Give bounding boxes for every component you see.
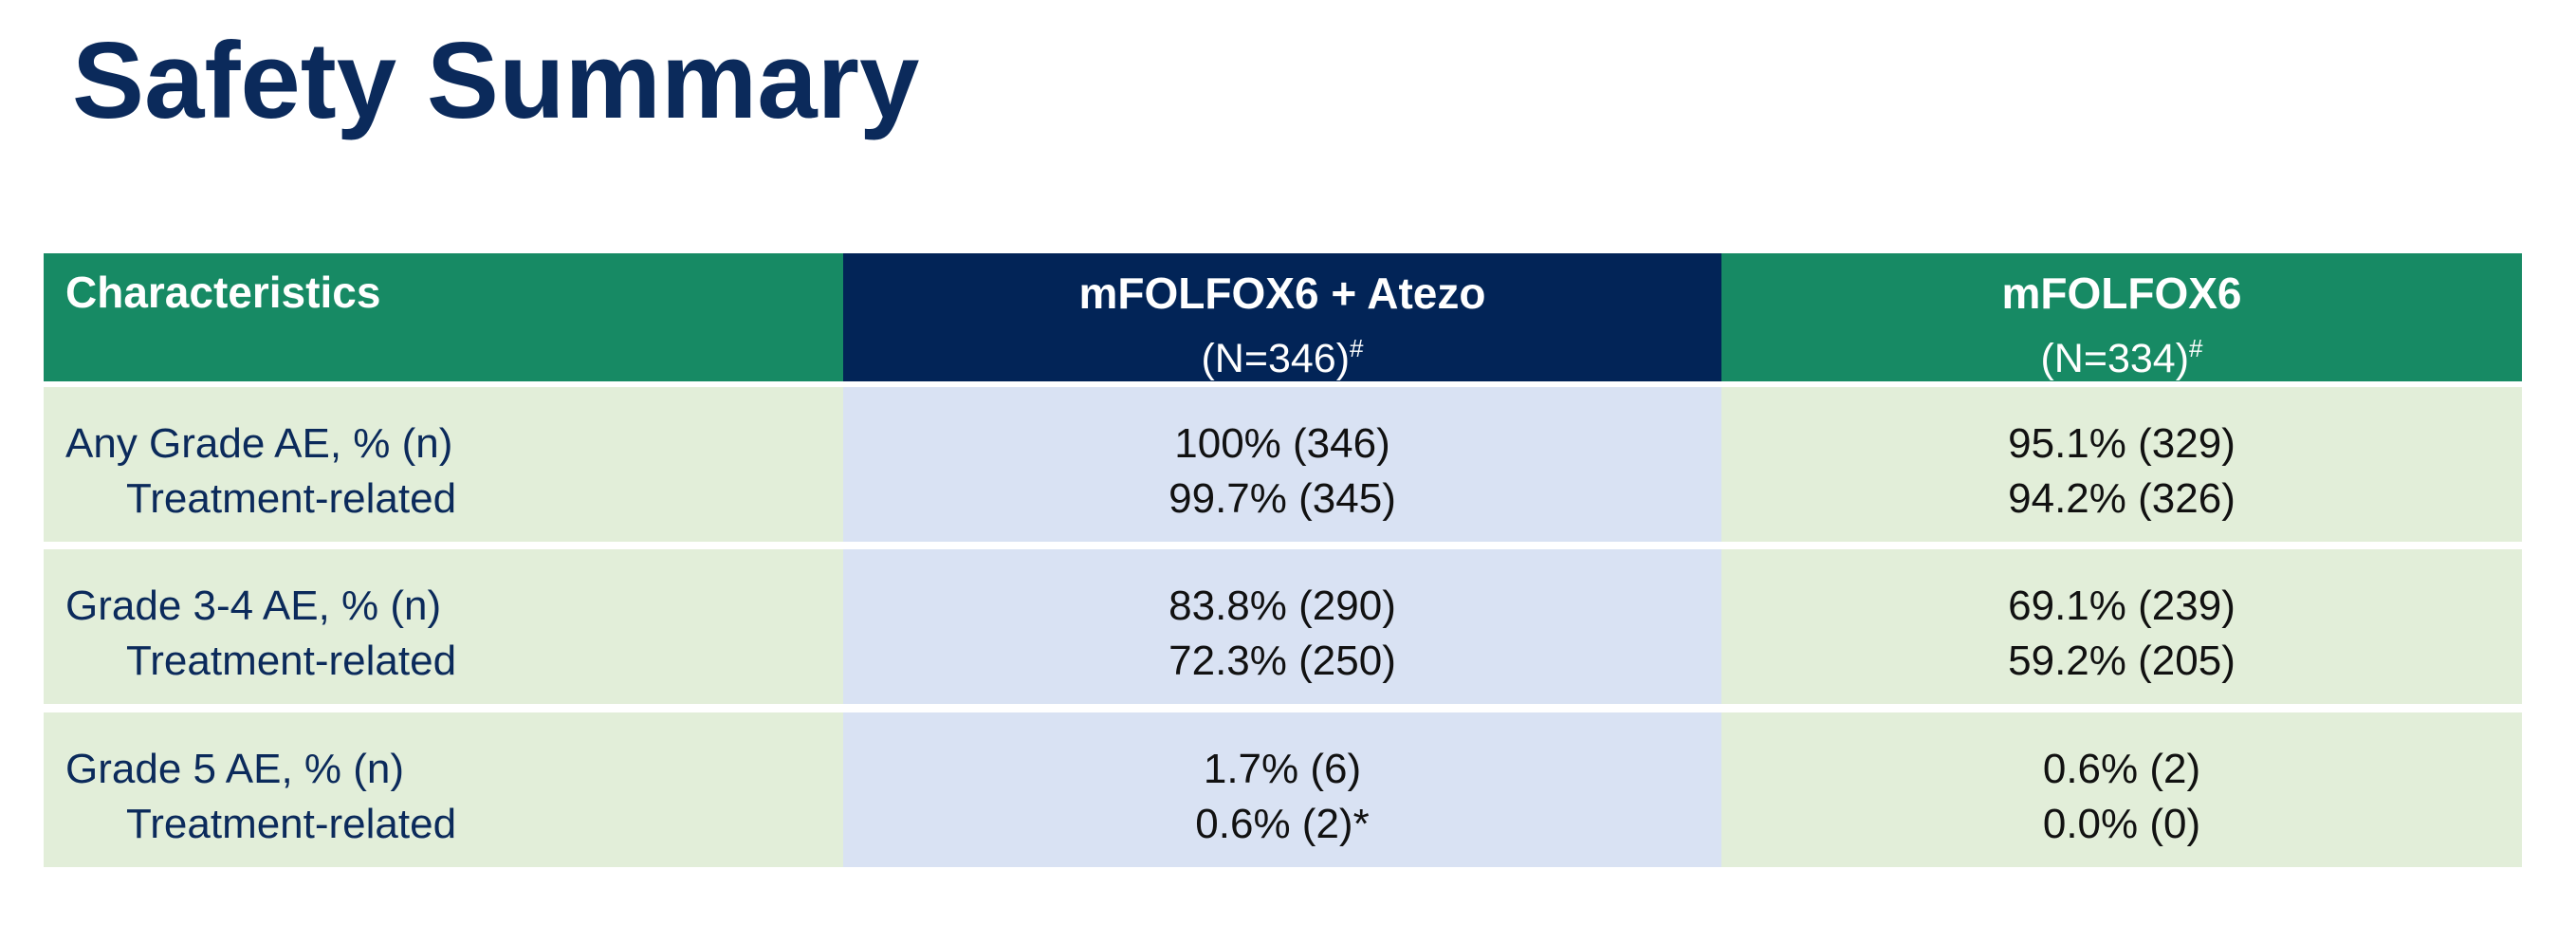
header-arm-n: (N=334)# — [1721, 320, 2522, 387]
row-sublabel: Treatment-related — [126, 638, 457, 684]
control-value-cell: 95.1% (329) 94.2% (326) — [1721, 387, 2522, 542]
header-mfolfox6-atezo: mFOLFOX6 + Atezo (N=346)# — [843, 253, 1721, 381]
control-sub-value: 0.0% (0) — [2042, 801, 2201, 847]
header-arm-name: mFOLFOX6 — [2001, 268, 2242, 318]
control-value-cell: 69.1% (239) 59.2% (205) — [1721, 549, 2522, 704]
control-sub-value: 94.2% (326) — [2008, 475, 2236, 522]
row-sublabel: Treatment-related — [126, 801, 457, 847]
table-row-grade-5-ae: Grade 5 AE, % (n) Treatment-related 1.7%… — [44, 712, 2522, 867]
control-value: 69.1% (239) — [2008, 583, 2236, 629]
table-row-grade-3-4-ae: Grade 3-4 AE, % (n) Treatment-related 83… — [44, 549, 2522, 704]
atezo-value: 1.7% (6) — [1203, 746, 1362, 792]
control-value: 95.1% (329) — [2008, 420, 2236, 467]
row-label: Grade 5 AE, % (n) — [65, 746, 405, 792]
atezo-sub-value: 72.3% (250) — [1168, 638, 1396, 684]
row-label: Grade 3-4 AE, % (n) — [65, 583, 442, 629]
row-label-cell: Grade 5 AE, % (n) Treatment-related — [44, 712, 843, 867]
footnote-mark: # — [1350, 334, 1364, 362]
atezo-sub-value: 99.7% (345) — [1168, 475, 1396, 522]
footnote-mark: # — [2189, 334, 2203, 362]
header-mfolfox6: mFOLFOX6 (N=334)# — [1721, 253, 2522, 381]
control-value: 0.6% (2) — [2042, 746, 2201, 792]
row-label: Any Grade AE, % (n) — [65, 420, 453, 467]
control-value-cell: 0.6% (2) 0.0% (0) — [1721, 712, 2522, 867]
header-arm-n-value: (N=346) — [1201, 336, 1351, 381]
row-label-cell: Grade 3-4 AE, % (n) Treatment-related — [44, 549, 843, 704]
table-row-any-grade-ae: Any Grade AE, % (n) Treatment-related 10… — [44, 387, 2522, 542]
page-title: Safety Summary — [72, 21, 920, 141]
header-arm-n: (N=346)# — [843, 320, 1721, 387]
atezo-value-cell: 1.7% (6) 0.6% (2)* — [843, 712, 1721, 867]
control-sub-value: 59.2% (205) — [2008, 638, 2236, 684]
atezo-value-cell: 100% (346) 99.7% (345) — [843, 387, 1721, 542]
atezo-sub-value: 0.6% (2)* — [1195, 801, 1370, 847]
row-sublabel: Treatment-related — [126, 475, 457, 522]
safety-summary-table: Characteristics mFOLFOX6 + Atezo (N=346)… — [44, 253, 2522, 868]
atezo-value: 100% (346) — [1174, 420, 1390, 467]
table-header-row: Characteristics mFOLFOX6 + Atezo (N=346)… — [44, 253, 2522, 381]
atezo-value: 83.8% (290) — [1168, 583, 1396, 629]
header-characteristics: Characteristics — [44, 253, 843, 381]
atezo-value-cell: 83.8% (290) 72.3% (250) — [843, 549, 1721, 704]
header-arm-n-value: (N=334) — [2040, 336, 2190, 381]
row-label-cell: Any Grade AE, % (n) Treatment-related — [44, 387, 843, 542]
header-arm-name: mFOLFOX6 + Atezo — [1078, 268, 1486, 318]
